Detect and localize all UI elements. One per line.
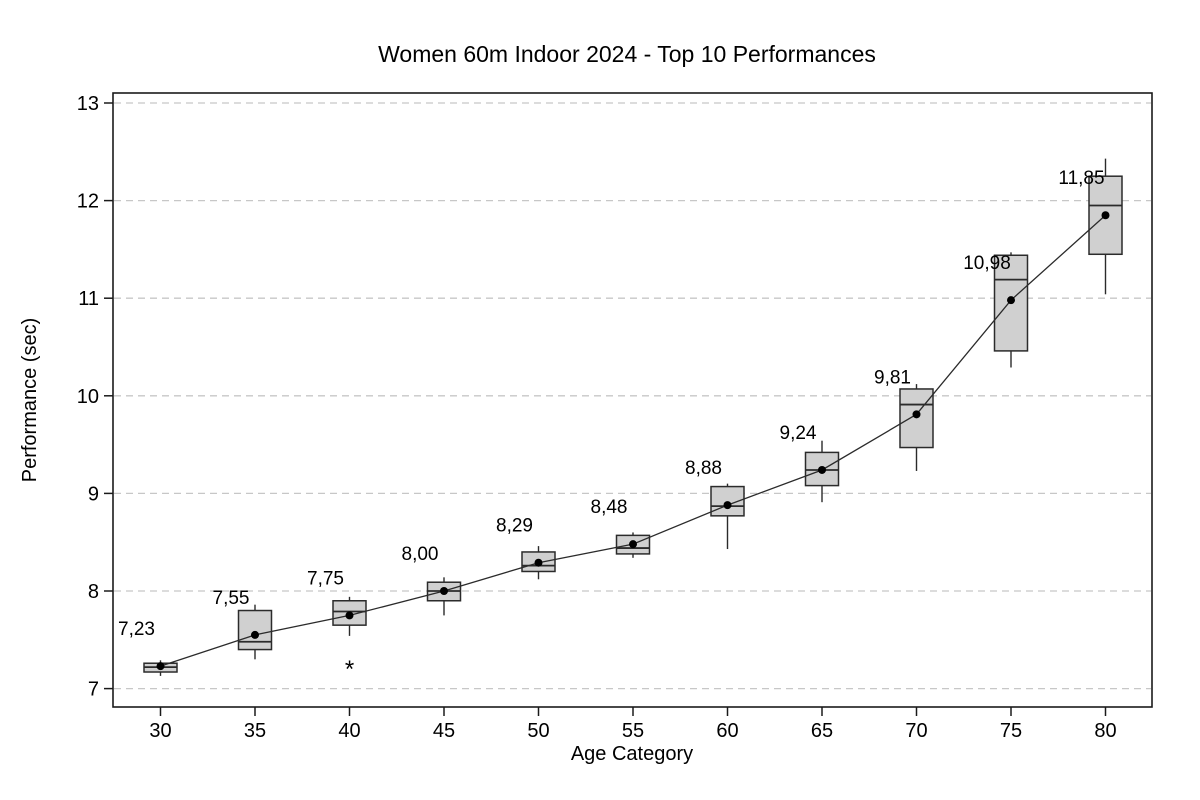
x-tick-label: 45 xyxy=(433,720,455,742)
plot-frame xyxy=(112,92,1153,708)
x-tick-label: 60 xyxy=(716,720,738,742)
y-tick-label: 13 xyxy=(77,93,99,115)
x-tick-label: 65 xyxy=(811,720,833,742)
x-tick-label: 35 xyxy=(244,720,266,742)
mean-dot xyxy=(1101,211,1110,220)
mean-dot xyxy=(912,410,921,419)
mean-value-label: 8,00 xyxy=(402,544,439,565)
x-tick-label: 30 xyxy=(149,720,171,742)
outlier-marker: * xyxy=(345,656,354,683)
x-tick-label: 40 xyxy=(338,720,360,742)
x-tick-label: 80 xyxy=(1094,720,1116,742)
x-tick-label: 55 xyxy=(622,720,644,742)
y-tick-label: 12 xyxy=(77,191,99,213)
x-tick-label: 50 xyxy=(527,720,549,742)
mean-value-label: 7,75 xyxy=(307,568,344,589)
mean-value-label: 10,98 xyxy=(963,253,1011,274)
mean-value-label: 11,85 xyxy=(1058,168,1104,189)
y-tick-label: 11 xyxy=(78,288,99,310)
box-group-35 xyxy=(237,604,273,660)
mean-value-label: 8,88 xyxy=(685,458,722,479)
x-tick-label: 70 xyxy=(905,720,927,742)
box-group-60 xyxy=(710,483,745,550)
box-group-70 xyxy=(899,384,934,471)
mean-dot xyxy=(818,465,826,474)
mean-dot xyxy=(156,662,165,671)
mean-dot xyxy=(534,558,543,567)
y-tick-label: 9 xyxy=(88,483,99,505)
mean-value-label: 7,23 xyxy=(118,619,155,640)
mean-value-label: 9,81 xyxy=(874,367,911,388)
mean-dot xyxy=(251,630,259,639)
mean-value-label: 8,29 xyxy=(496,516,533,537)
y-tick-label: 7 xyxy=(88,679,99,701)
mean-trend-line xyxy=(160,214,1106,667)
mean-dot xyxy=(345,611,354,620)
mean-value-label: 9,24 xyxy=(780,423,817,444)
mean-value-label: 7,55 xyxy=(213,588,250,609)
mean-dot xyxy=(723,501,732,510)
y-tick-label: 8 xyxy=(88,581,99,603)
y-tick-label: 10 xyxy=(77,386,99,408)
x-tick-label: 75 xyxy=(1000,720,1022,742)
mean-dot xyxy=(1007,296,1015,305)
plot-area: 7 8 9 10 11 12 13 30 35 40 45 50 55 60 65 70 75 80 * 7,23 7,… xyxy=(77,92,1153,742)
y-axis-title: Performance (sec) xyxy=(19,318,41,483)
chart-title: Women 60m Indoor 2024 - Top 10 Performan… xyxy=(378,41,876,67)
x-axis-title: Age Category xyxy=(571,743,693,765)
mean-value-label: 8,48 xyxy=(591,497,628,518)
box-rect xyxy=(237,609,273,651)
box-group-40: * xyxy=(332,596,367,683)
box-group-45 xyxy=(426,577,462,616)
mean-dot xyxy=(629,540,637,549)
mean-dot xyxy=(440,587,448,595)
